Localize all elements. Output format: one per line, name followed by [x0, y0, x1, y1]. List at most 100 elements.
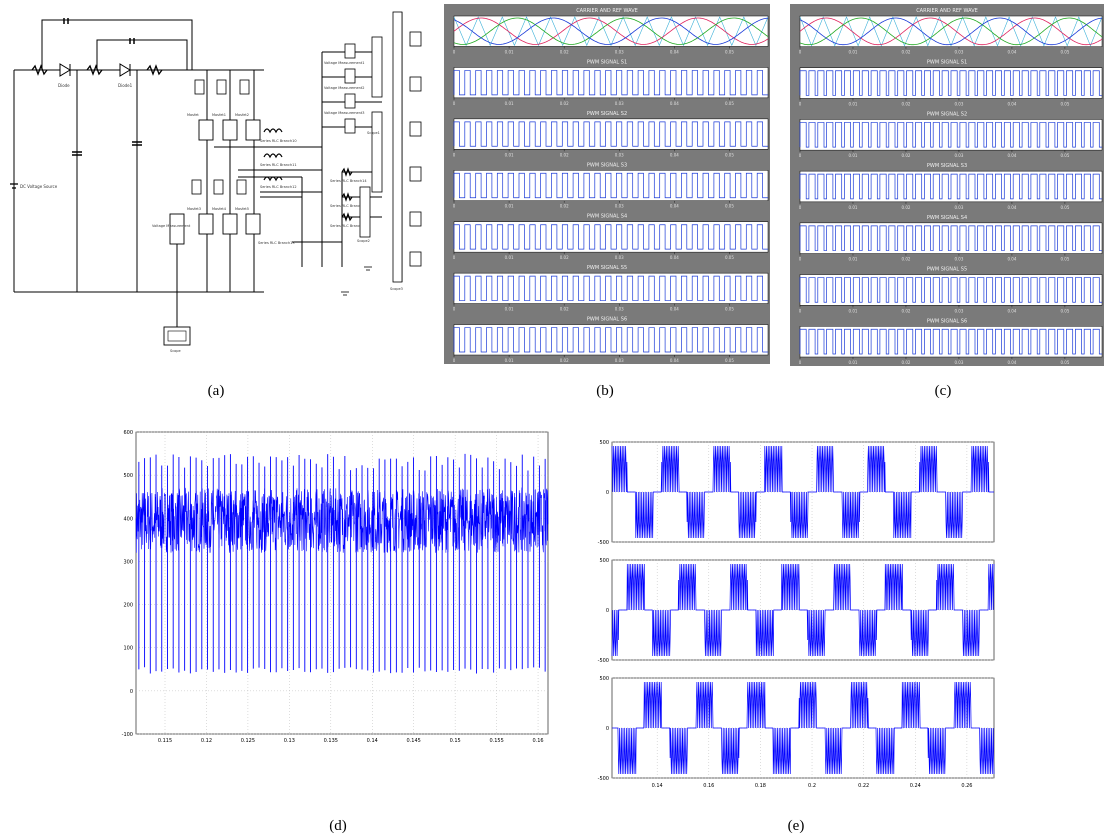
x-tick-label: 0.01: [849, 205, 858, 210]
pwm-signal: [453, 327, 768, 353]
scope-label: Scope1: [367, 131, 380, 135]
scope-screen-icon: [167, 330, 187, 342]
x-tick-label: 0.05: [1060, 360, 1069, 365]
x-tick-label: 0.14: [367, 738, 378, 744]
x-tick-label: 0.02: [902, 205, 911, 210]
y-tick-label: 200: [123, 603, 133, 609]
carrier-wave: [799, 16, 1103, 47]
y-tick-label: 300: [123, 559, 133, 565]
x-tick-label: 0: [453, 101, 456, 106]
x-tick-label: 0.05: [1060, 101, 1069, 106]
branch-label: Series RLC Branch12: [260, 185, 297, 189]
x-tick-label: 0.03: [954, 308, 963, 313]
x-tick-label: 0.01: [505, 49, 514, 54]
x-tick-label: 0.01: [849, 308, 858, 313]
x-tick-label: 0.02: [560, 152, 569, 157]
pwm-chart-b: CARRIER AND REF WAVE 0 0.01 0.02 0.03 0.04 0.0…: [444, 4, 770, 364]
scope-label: Scope2: [357, 239, 370, 243]
x-tick-label: 0.05: [1060, 205, 1069, 210]
subplot-title: PWM SIGNAL S1: [927, 60, 967, 66]
x-tick-label: 0.04: [670, 307, 679, 312]
branch-label: Series RLC Branch10: [260, 139, 297, 143]
x-tick-label: 0.02: [560, 101, 569, 106]
y-tick-label: 500: [123, 473, 133, 479]
y-tick-label: -500: [598, 776, 609, 782]
carrier-wave: [453, 16, 769, 47]
caption-c: (c): [934, 383, 952, 399]
x-tick-label: 0.22: [858, 783, 869, 789]
x-tick-label: 0.02: [902, 101, 911, 106]
diode-icons: [59, 63, 131, 77]
y-tick-label: 600: [123, 430, 133, 436]
x-tick-label: 0.05: [725, 49, 734, 54]
x-tick-label: 0.01: [505, 255, 514, 260]
plot-area: [135, 431, 549, 735]
x-tick-label: 0.2: [808, 783, 816, 789]
output-scopes: [409, 31, 422, 267]
voltage-measurement-label: Voltage Measurement: [152, 224, 191, 228]
x-tick-label: 0.04: [1007, 50, 1016, 55]
branch-label: Series RLC Branch15: [330, 204, 367, 208]
x-tick-label: 0.05: [725, 101, 734, 106]
y-tick-label: 0: [606, 726, 609, 732]
x-tick-label: 0: [453, 204, 456, 209]
reference-wave: [799, 17, 1103, 46]
subplot-title: PWM SIGNAL S1: [587, 59, 627, 65]
mosfet-label: Mosfet5: [235, 207, 249, 211]
x-tick-label: 0.155: [489, 738, 503, 744]
mosfet-label: Mosfet1: [212, 113, 226, 117]
x-tick-label: 0.03: [954, 153, 963, 158]
x-tick-label: 0: [799, 308, 802, 313]
dc-link-voltage-chart: -100 0 100 200 300 400 500 600 0.115 0.12 0.125 0.1…: [122, 430, 549, 744]
x-tick-label: 0.04: [1007, 205, 1016, 210]
caption-b: (b): [596, 383, 614, 399]
phase-voltage-trace: [611, 445, 994, 539]
subplot-title: PWM SIGNAL S4: [927, 215, 967, 221]
x-tick-label: 0.05: [725, 307, 734, 312]
x-tick-label: 0.01: [505, 204, 514, 209]
y-tick-label: 0: [606, 490, 609, 496]
reference-wave: [453, 17, 769, 45]
phase-voltage-trace: [611, 563, 995, 657]
y-tick-label: 100: [123, 646, 133, 652]
x-tick-label: 0.01: [849, 360, 858, 365]
subplot-title: PWM SIGNAL S2: [927, 111, 967, 117]
x-tick-label: 0.05: [1060, 50, 1069, 55]
pwm-signal: [799, 225, 1102, 251]
pwm-signal: [453, 224, 768, 250]
branch-label: Series RLC Branch11: [260, 163, 297, 167]
branch-label: Series RLC Branch13: [258, 241, 295, 245]
x-tick-label: 0.01: [849, 101, 858, 106]
x-tick-label: 0.01: [505, 152, 514, 157]
x-tick-label: 0.13: [284, 738, 295, 744]
pwm-signal: [799, 70, 1102, 96]
branch-label: Series RLC Branch14: [330, 179, 367, 183]
scope-label: Scope3: [390, 287, 403, 291]
pwm-signal: [799, 328, 1102, 355]
subplot-title: PWM SIGNAL S5: [587, 265, 627, 271]
x-tick-label: 0.03: [615, 49, 624, 54]
y-tick-label: -500: [598, 658, 609, 664]
x-tick-label: 0.16: [703, 783, 714, 789]
mosfet-label: Mosfet3: [187, 207, 201, 211]
x-tick-label: 0.14: [652, 783, 663, 789]
x-tick-label: 0.04: [1007, 257, 1016, 262]
x-tick-label: 0.04: [670, 49, 679, 54]
x-tick-label: 0.02: [560, 49, 569, 54]
x-tick-label: 0.03: [954, 50, 963, 55]
x-tick-label: 0.01: [505, 358, 514, 363]
x-tick-label: 0: [453, 152, 456, 157]
x-tick-label: 0.02: [560, 358, 569, 363]
subplot-title: PWM SIGNAL S6: [927, 318, 967, 324]
branch-label: Series RLC Branch16: [330, 224, 367, 228]
subplot-title: PWM SIGNAL S3: [927, 163, 967, 169]
series-resistors: [31, 64, 163, 76]
reference-wave: [799, 17, 1103, 46]
x-tick-label: 0.03: [615, 152, 624, 157]
x-tick-label: 0.02: [560, 307, 569, 312]
x-tick-label: 0.18: [755, 783, 766, 789]
x-tick-label: 0.03: [615, 204, 624, 209]
x-tick-label: 0.24: [910, 783, 921, 789]
x-tick-label: 0.12: [201, 738, 212, 744]
x-tick-label: 0: [799, 153, 802, 158]
